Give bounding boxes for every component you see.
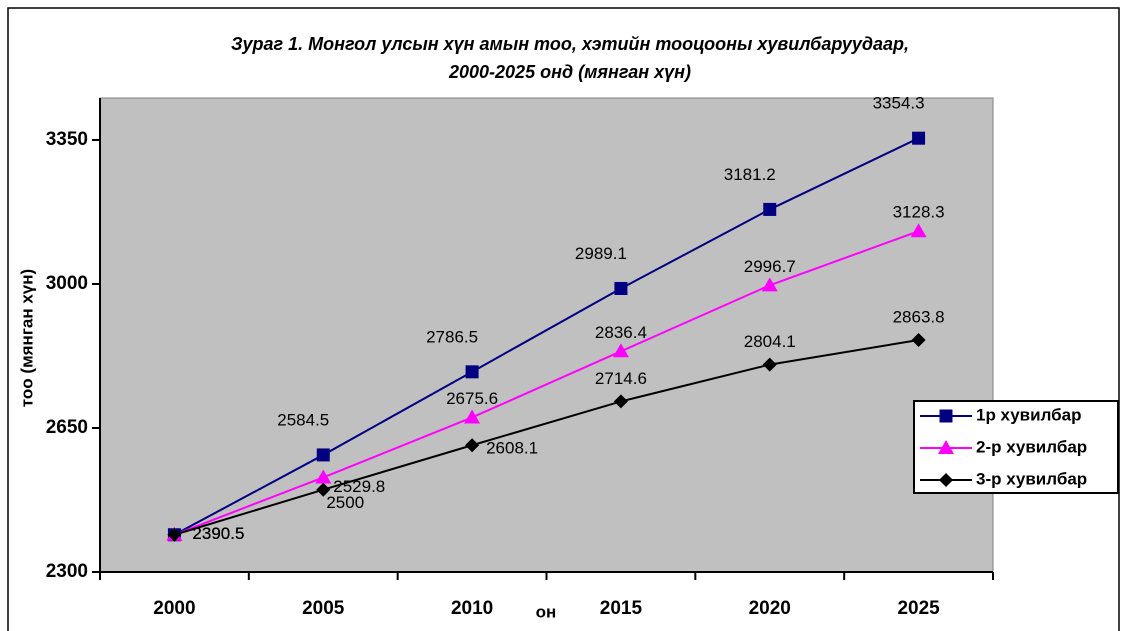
chart-title-line1: Зураг 1. Монгол улсын хүн амын тоо, хэти… [231, 34, 909, 54]
data-point [613, 394, 628, 409]
data-point [761, 277, 778, 292]
legend-label: 1р хувилбар [976, 405, 1082, 424]
y-tick-label: 2650 [46, 417, 88, 438]
series-line [174, 230, 919, 536]
data-point [762, 357, 777, 372]
data-label: 2500 [326, 493, 364, 512]
legend-marker [939, 409, 953, 423]
data-label: 2529.8 [333, 477, 385, 496]
data-label: 2714.6 [595, 369, 647, 388]
data-label: 2584.5 [277, 410, 329, 429]
data-label: 2675.6 [446, 389, 498, 408]
data-point [316, 448, 330, 462]
y-axis-label: тоо (мянган хүн) [17, 269, 36, 407]
x-tick-label: 2025 [897, 598, 940, 619]
data-label: 3128.3 [893, 203, 945, 222]
plot-area [99, 97, 994, 573]
x-tick-label: 2020 [749, 598, 791, 619]
legend-label: 3-р хувилбар [976, 469, 1087, 488]
legend-marker [938, 440, 954, 454]
data-label: 2608.1 [486, 439, 538, 458]
data-label: 2863.8 [893, 308, 945, 327]
series-line [173, 137, 920, 536]
data-point [167, 527, 182, 542]
x-tick-label: 2010 [451, 598, 493, 619]
y-tick-label: 2300 [46, 561, 88, 582]
data-point [614, 281, 628, 295]
x-tick-label: 2000 [153, 598, 195, 619]
data-label: 3354.3 [873, 94, 925, 113]
data-point [612, 343, 629, 358]
data-point [465, 365, 479, 379]
legend-label: 2-р хувилбар [976, 437, 1087, 456]
data-label: 2390.5 [192, 524, 244, 543]
data-label: 2996.7 [744, 257, 796, 276]
x-axis-label: он [536, 602, 557, 621]
data-label: 2836.4 [595, 323, 647, 342]
data-point [316, 482, 331, 497]
data-point [465, 438, 480, 453]
series-line [174, 339, 919, 536]
data-point [912, 131, 926, 145]
data-point [763, 202, 777, 216]
data-label: 2786.5 [426, 327, 478, 346]
data-label: 2989.1 [575, 244, 627, 263]
x-tick-label: 2005 [302, 598, 345, 619]
legend-marker [939, 473, 953, 487]
data-point [911, 333, 926, 348]
data-point [910, 223, 927, 238]
chart-title-line2: 2000-2025 онд (мянган хүн) [448, 62, 691, 82]
data-label: 3181.2 [724, 165, 776, 184]
data-label: 2804.1 [744, 332, 796, 351]
data-point [315, 469, 332, 484]
data-point [464, 409, 481, 424]
x-tick-label: 2015 [600, 598, 643, 619]
y-tick-label: 3000 [46, 273, 88, 294]
data-label: 2390.5 [192, 524, 244, 543]
y-tick-label: 3350 [46, 129, 88, 150]
data-label: 2390.5 [192, 524, 244, 543]
